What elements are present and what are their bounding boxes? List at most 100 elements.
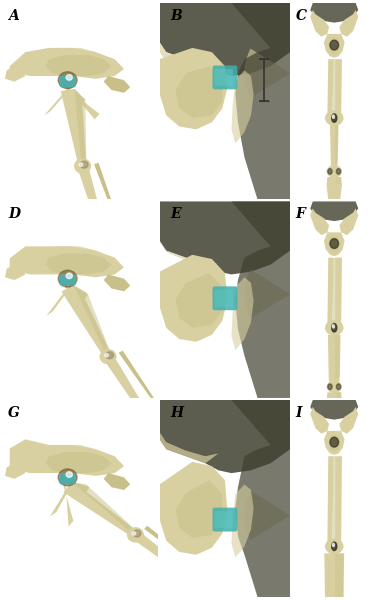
Polygon shape [74, 286, 111, 357]
Polygon shape [75, 89, 86, 166]
Polygon shape [144, 526, 204, 572]
Circle shape [58, 72, 77, 89]
Polygon shape [10, 439, 124, 476]
Polygon shape [77, 165, 106, 235]
Polygon shape [10, 247, 124, 277]
Polygon shape [310, 400, 358, 419]
Polygon shape [334, 456, 335, 542]
Polygon shape [50, 479, 73, 517]
Polygon shape [336, 177, 341, 184]
Ellipse shape [326, 111, 343, 125]
Polygon shape [334, 257, 335, 323]
Polygon shape [5, 66, 25, 82]
Polygon shape [310, 10, 329, 37]
Polygon shape [339, 10, 358, 37]
Polygon shape [160, 255, 227, 342]
Polygon shape [61, 286, 111, 358]
Polygon shape [160, 432, 218, 463]
Text: G: G [8, 406, 20, 420]
Polygon shape [335, 257, 342, 328]
Circle shape [75, 159, 91, 173]
Polygon shape [33, 48, 96, 55]
Polygon shape [175, 480, 222, 538]
Polygon shape [327, 177, 342, 199]
Circle shape [66, 273, 72, 278]
Text: I: I [296, 406, 302, 420]
Circle shape [66, 472, 72, 478]
Polygon shape [335, 335, 340, 380]
Polygon shape [335, 553, 343, 600]
Ellipse shape [328, 169, 332, 174]
FancyBboxPatch shape [215, 290, 233, 307]
Polygon shape [160, 48, 227, 130]
Circle shape [332, 323, 337, 332]
Polygon shape [339, 208, 358, 235]
Polygon shape [119, 350, 161, 410]
Ellipse shape [337, 169, 341, 174]
Polygon shape [160, 400, 290, 473]
Ellipse shape [327, 381, 341, 392]
Text: E: E [170, 208, 181, 221]
Ellipse shape [330, 40, 338, 50]
FancyBboxPatch shape [213, 286, 237, 310]
Circle shape [332, 325, 334, 328]
Polygon shape [160, 202, 290, 274]
Polygon shape [232, 3, 290, 199]
Polygon shape [103, 354, 150, 419]
Polygon shape [324, 34, 345, 58]
Polygon shape [103, 274, 130, 291]
Polygon shape [324, 431, 345, 455]
Polygon shape [324, 232, 345, 256]
Polygon shape [327, 257, 334, 328]
Polygon shape [160, 241, 218, 266]
Polygon shape [132, 531, 197, 582]
FancyBboxPatch shape [60, 76, 75, 87]
Polygon shape [232, 400, 290, 597]
Polygon shape [328, 335, 341, 387]
FancyBboxPatch shape [215, 69, 233, 86]
Polygon shape [335, 59, 342, 118]
Text: D: D [8, 208, 20, 221]
Polygon shape [46, 253, 111, 274]
Polygon shape [103, 76, 130, 93]
Polygon shape [310, 202, 358, 221]
Ellipse shape [328, 384, 332, 389]
Polygon shape [328, 236, 340, 253]
Ellipse shape [337, 384, 341, 389]
Polygon shape [175, 66, 222, 118]
Polygon shape [310, 208, 329, 235]
Ellipse shape [330, 239, 338, 248]
FancyBboxPatch shape [60, 473, 75, 484]
FancyBboxPatch shape [60, 274, 75, 286]
Polygon shape [5, 265, 25, 280]
Text: C: C [296, 9, 307, 23]
Circle shape [106, 352, 114, 359]
Text: H: H [170, 406, 183, 420]
Polygon shape [5, 463, 25, 479]
Circle shape [332, 114, 337, 122]
Polygon shape [335, 125, 338, 164]
Polygon shape [328, 435, 340, 452]
Polygon shape [63, 482, 138, 538]
Polygon shape [160, 42, 218, 76]
Polygon shape [103, 473, 130, 490]
Polygon shape [64, 280, 89, 324]
Circle shape [332, 115, 334, 118]
Polygon shape [327, 59, 334, 118]
Polygon shape [232, 484, 254, 557]
Polygon shape [310, 407, 329, 434]
Polygon shape [232, 70, 254, 143]
Circle shape [332, 542, 337, 551]
Circle shape [128, 528, 143, 542]
Polygon shape [327, 456, 334, 547]
FancyBboxPatch shape [215, 511, 233, 528]
Polygon shape [160, 3, 290, 76]
Polygon shape [328, 38, 340, 55]
Circle shape [66, 74, 72, 80]
Circle shape [79, 163, 83, 166]
Circle shape [58, 270, 77, 287]
Polygon shape [335, 456, 342, 547]
Wedge shape [244, 269, 290, 319]
Polygon shape [327, 392, 342, 418]
Circle shape [80, 161, 88, 168]
